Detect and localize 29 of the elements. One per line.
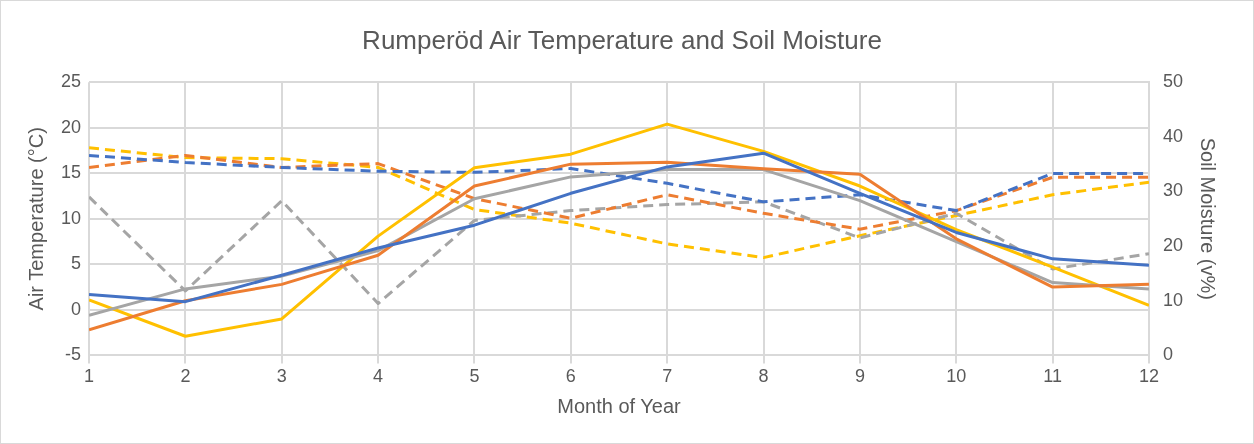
x-tick-label: 2: [180, 366, 191, 387]
x-tick-label: 3: [276, 366, 287, 387]
x-tick-label: 11: [1043, 366, 1062, 387]
chart-title: Rumperöd Air Temperature and Soil Moisture: [362, 24, 882, 55]
y-tick-label: 25: [60, 71, 82, 92]
x-tick-label: 12: [1138, 366, 1159, 387]
y2-tick-label: 40: [1162, 125, 1184, 146]
x-tick-label: 10: [946, 366, 967, 387]
y2-tick-label: 10: [1162, 289, 1184, 310]
x-tick-label: 6: [565, 366, 576, 387]
x-tick-label: 7: [662, 366, 673, 387]
y-axis-title: Air Temperature (°C): [24, 127, 47, 311]
y2-tick-label: 30: [1162, 180, 1184, 201]
y-tick-label: 15: [60, 162, 82, 183]
y-tick-label: 0: [71, 298, 82, 319]
x-tick-label: 9: [854, 366, 865, 387]
y2-tick-label: 20: [1162, 235, 1184, 256]
x-tick-label: 5: [469, 366, 480, 387]
y-tick-label: 5: [71, 253, 82, 274]
x-axis-title: Month of Year: [557, 394, 682, 417]
x-tick-label: 1: [84, 366, 95, 387]
y2-tick-label: 50: [1162, 71, 1184, 92]
y2-tick-label: 0: [1162, 344, 1173, 365]
x-tick-label: 4: [373, 366, 384, 387]
x-tick-label: 8: [758, 366, 769, 387]
y2-axis-title: Soil Moisture (v%): [1197, 137, 1220, 300]
y-tick-label: 10: [60, 207, 82, 228]
y-tick-label: -5: [65, 344, 82, 365]
y-tick-label: 20: [60, 116, 82, 137]
